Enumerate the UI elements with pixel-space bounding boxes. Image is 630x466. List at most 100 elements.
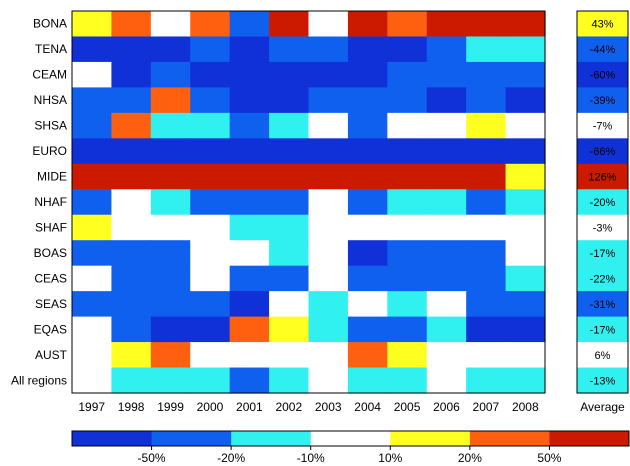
heatmap-cell [347, 291, 388, 318]
heatmap-cell [347, 11, 388, 38]
heatmap-cell [111, 265, 152, 292]
heatmap-cell [111, 316, 152, 343]
heatmap-cell [505, 61, 546, 88]
heatmap-cell [229, 367, 270, 394]
heatmap-cell [466, 214, 507, 241]
heatmap-cell [229, 36, 270, 63]
heatmap-cell [387, 189, 428, 216]
region-label: All regions [11, 373, 67, 387]
average-column-cells [577, 11, 628, 394]
heatmap-cell [72, 163, 113, 190]
heatmap-cell [505, 240, 546, 267]
average-value-label: -13% [590, 375, 616, 387]
average-cell [577, 112, 628, 139]
heatmap-cell [466, 291, 507, 318]
heatmap-cell [308, 240, 349, 267]
region-label: SHAF [35, 220, 67, 234]
heatmap-cell [387, 138, 428, 165]
heatmap-cell [387, 11, 428, 38]
heatmap-cell [72, 291, 113, 318]
heatmap-cell [505, 138, 546, 165]
average-cell [577, 189, 628, 216]
heatmap-cell [229, 265, 270, 292]
average-value-label: 126% [588, 172, 616, 184]
average-cell [577, 291, 628, 318]
year-label: 2008 [512, 400, 539, 414]
heatmap-cell [466, 61, 507, 88]
heatmap-cell [347, 214, 388, 241]
heatmap-cell [72, 138, 113, 165]
heatmap-cell [466, 342, 507, 369]
heatmap-cell [72, 342, 113, 369]
heatmap-cell [347, 189, 388, 216]
average-cell [577, 342, 628, 369]
heatmap-cell [308, 163, 349, 190]
heatmap-cell [466, 240, 507, 267]
heatmap-cell [466, 265, 507, 292]
heatmap-cell [111, 112, 152, 139]
heatmap-cell [466, 163, 507, 190]
average-cell [577, 11, 628, 38]
region-label: EQAS [34, 322, 67, 336]
heatmap-cell [229, 316, 270, 343]
year-label: 2000 [197, 400, 224, 414]
average-value-label: -3% [593, 222, 613, 234]
heatmap-cell [229, 342, 270, 369]
heatmap-cell [229, 189, 270, 216]
heatmap-cell [269, 240, 310, 267]
heatmap-cell [72, 265, 113, 292]
year-label: 1998 [118, 400, 145, 414]
heatmap-cell [308, 189, 349, 216]
heatmap-cell [308, 36, 349, 63]
heatmap-cell [150, 291, 191, 318]
heatmap-cell [505, 342, 546, 369]
heatmap-cell [426, 163, 467, 190]
heatmap-cell [150, 61, 191, 88]
year-label: 2002 [275, 400, 302, 414]
heatmap-cell [505, 163, 546, 190]
heatmap-cell [72, 189, 113, 216]
colorbar-tick-label: 10% [378, 451, 402, 465]
heatmap-cell [72, 367, 113, 394]
region-label: AUST [35, 348, 68, 362]
average-cell [577, 138, 628, 165]
heatmap-cell [269, 189, 310, 216]
heatmap-cell [190, 163, 231, 190]
heatmap-cell [190, 240, 231, 267]
heatmap-cell [190, 189, 231, 216]
heatmap-cell [111, 367, 152, 394]
heatmap-cell [72, 11, 113, 38]
heatmap-cell [111, 36, 152, 63]
colorbar-tick-labels: -50% -20% -10% 10% 20% 50% [138, 446, 562, 465]
region-label: SHSA [34, 119, 67, 133]
heatmap-cell [72, 61, 113, 88]
heatmap-cell [308, 112, 349, 139]
heatmap-cell [190, 11, 231, 38]
average-cell [577, 367, 628, 394]
heatmap-cell [505, 87, 546, 114]
heatmap-cell [269, 342, 310, 369]
heatmap-cell [505, 265, 546, 292]
average-column-label: Average [580, 400, 625, 414]
heatmap-cell [426, 214, 467, 241]
region-label: CEAM [32, 68, 67, 82]
heatmap-cell [190, 316, 231, 343]
average-value-label: -31% [590, 299, 616, 311]
heatmap-cell [150, 367, 191, 394]
heatmap-cell [229, 11, 270, 38]
heatmap-cell [387, 291, 428, 318]
heatmap-cell [150, 163, 191, 190]
heatmap-cell [229, 138, 270, 165]
heatmap-cell [269, 291, 310, 318]
heatmap-cell [269, 265, 310, 292]
heatmap-cell [111, 138, 152, 165]
heatmap-cell [72, 316, 113, 343]
heatmap-cell [111, 87, 152, 114]
heatmap-cell [426, 138, 467, 165]
heatmap-cell [466, 367, 507, 394]
heatmap-cell [347, 87, 388, 114]
average-cell [577, 87, 628, 114]
heatmap-cell [466, 138, 507, 165]
heatmap-cell [229, 214, 270, 241]
heatmap-cell [269, 163, 310, 190]
